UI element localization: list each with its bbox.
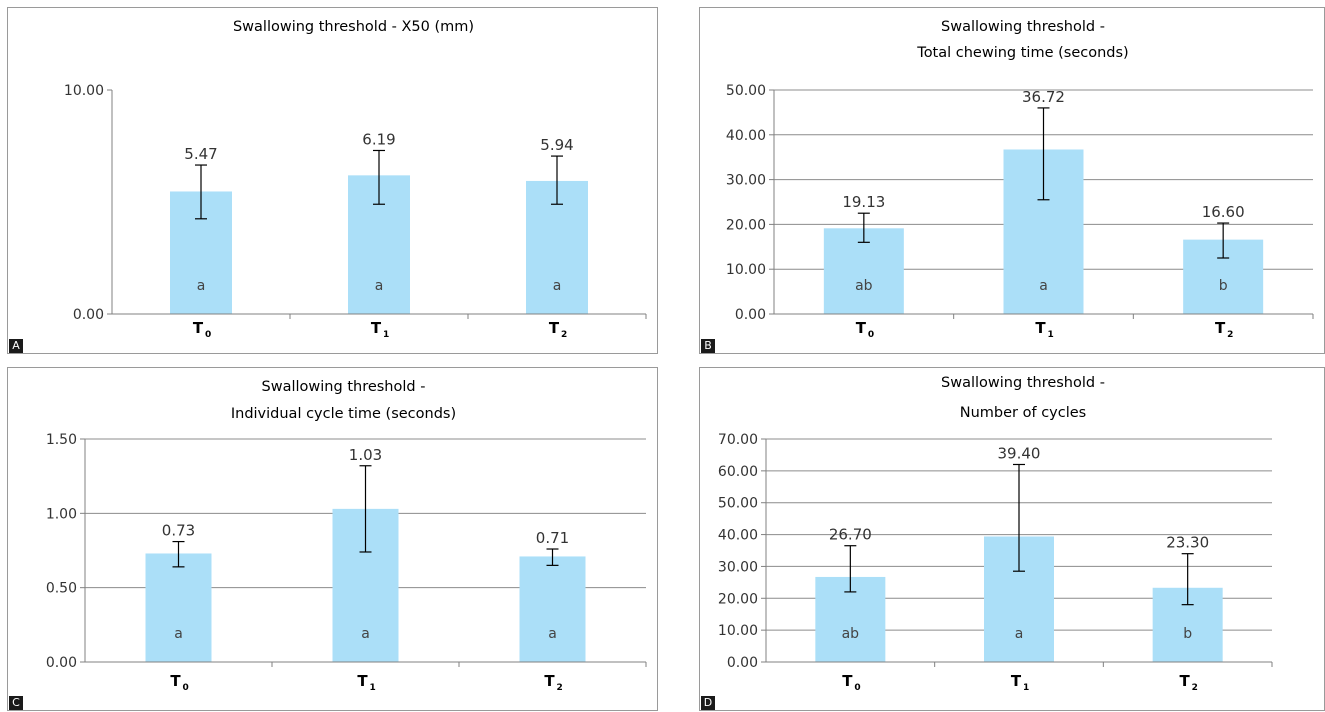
category-subscript: 0 (205, 330, 211, 340)
chart-title-line: Number of cycles (960, 405, 1086, 421)
chart-svg-a: Swallowing threshold - X50 (mm) 0.00 10.00… (64, 19, 647, 340)
category-label: T (357, 672, 368, 690)
category-subscript: 0 (854, 683, 860, 693)
y-tick-label: 1.50 (46, 432, 77, 448)
group-letter: b (1219, 278, 1228, 294)
category-label: T (544, 672, 555, 690)
y-tick-label: 0.00 (735, 307, 766, 323)
category-subscript: 2 (557, 683, 563, 693)
chart-title-line: Individual cycle time (seconds) (231, 406, 456, 422)
value-label: 26.70 (829, 526, 872, 544)
chart-panel-d: Swallowing threshold - Number of cycles 0.… (699, 367, 1325, 711)
panel-label-a: A (9, 339, 23, 353)
category-subscript: 2 (1227, 330, 1233, 340)
group-letter: a (1015, 626, 1024, 642)
group-letter: a (174, 626, 183, 642)
category-subscript: 0 (183, 683, 189, 693)
chart-title-line: Swallowing threshold - (941, 375, 1105, 391)
chart-svg-d: Swallowing threshold - Number of cycles 0.… (718, 375, 1273, 693)
bar-0 (145, 553, 212, 662)
category-subscript: 2 (1192, 683, 1198, 693)
value-label: 16.60 (1202, 203, 1245, 221)
y-tick-label: 0.00 (727, 655, 758, 671)
category-subscript: 0 (868, 330, 874, 340)
chart-title-line: Swallowing threshold - (941, 19, 1105, 35)
y-tick-label: 10.00 (726, 262, 766, 278)
value-label: 6.19 (362, 130, 395, 148)
y-tick-label: 40.00 (726, 128, 766, 144)
value-label: 23.30 (1166, 534, 1209, 552)
y-tick-label: 40.00 (718, 528, 758, 544)
y-tick-label: 20.00 (718, 591, 758, 607)
y-tick-label: 50.00 (726, 83, 766, 99)
group-letter: a (375, 278, 384, 294)
group-letter: a (548, 626, 557, 642)
group-letter: a (553, 278, 562, 294)
group-letter: a (361, 626, 370, 642)
y-tick-label: 20.00 (726, 217, 766, 233)
value-label: 1.03 (349, 446, 382, 464)
group-letter: a (197, 278, 206, 294)
category-label: T (193, 319, 204, 337)
value-label: 36.72 (1022, 88, 1065, 106)
category-label: T (842, 672, 853, 690)
group-letter: ab (842, 626, 860, 642)
category-label: T (1035, 319, 1046, 337)
panel-label-c: C (9, 696, 23, 710)
y-tick-label: 1.00 (46, 506, 77, 522)
category-subscript: 1 (1048, 330, 1054, 340)
category-label: T (549, 319, 560, 337)
y-tick-label: 10.00 (718, 623, 758, 639)
y-tick-label: 50.00 (718, 496, 758, 512)
category-subscript: 1 (1023, 683, 1029, 693)
category-subscript: 1 (370, 683, 376, 693)
chart-title-line: Total chewing time (seconds) (916, 45, 1128, 61)
chart-svg-c: Swallowing threshold - Individual cycle t… (46, 379, 647, 693)
value-label: 0.73 (162, 522, 195, 540)
chart-panel-a: Swallowing threshold - X50 (mm) 0.00 10.00… (7, 7, 658, 354)
y-tick-label: 0.50 (46, 581, 77, 597)
value-label: 0.71 (536, 529, 569, 547)
category-label: T (1011, 672, 1022, 690)
y-tick-label: 0.00 (46, 655, 77, 671)
chart-title-line: Swallowing threshold - X50 (mm) (233, 19, 474, 35)
category-label: T (371, 319, 382, 337)
value-label: 5.94 (540, 136, 573, 154)
group-letter: b (1183, 626, 1192, 642)
y-tick-label: 70.00 (718, 432, 758, 448)
category-label: T (1215, 319, 1226, 337)
value-label: 39.40 (998, 444, 1041, 462)
category-label: T (1180, 672, 1191, 690)
chart-panel-c: Swallowing threshold - Individual cycle t… (7, 367, 658, 711)
y-tick-label: 30.00 (718, 559, 758, 575)
y-tick-label: 0.00 (73, 307, 104, 323)
group-letter: ab (855, 278, 873, 294)
panel-label-d: D (701, 696, 715, 710)
value-label: 19.13 (842, 193, 885, 211)
category-subscript: 1 (383, 330, 389, 340)
group-letter: a (1039, 278, 1048, 294)
panel-label-b: B (701, 339, 715, 353)
category-label: T (856, 319, 867, 337)
value-label: 5.47 (184, 145, 217, 163)
category-subscript: 2 (561, 330, 567, 340)
y-tick-label: 30.00 (726, 173, 766, 189)
chart-title-line: Swallowing threshold - (262, 379, 426, 395)
chart-svg-b: Swallowing threshold - Total chewing time… (726, 19, 1314, 340)
chart-panel-b: Swallowing threshold - Total chewing time… (699, 7, 1325, 354)
y-tick-label: 60.00 (718, 464, 758, 480)
bar-2 (519, 556, 586, 662)
category-label: T (170, 672, 181, 690)
y-tick-label: 10.00 (64, 83, 104, 99)
